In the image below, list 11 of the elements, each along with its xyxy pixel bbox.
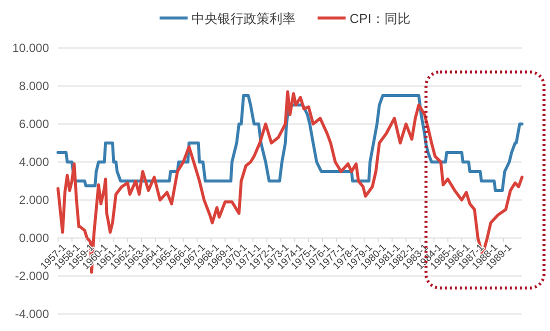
legend-label: 中央银行政策利率	[192, 11, 296, 26]
y-tick-label: -2.000	[14, 268, 50, 283]
line-series	[56, 94, 524, 192]
y-tick-label: -4.000	[14, 306, 50, 321]
y-tick-label: 10.000	[12, 40, 50, 55]
y-tick-label: 4.000	[18, 154, 50, 169]
y-tick-label: 8.000	[18, 78, 50, 93]
y-tick-label: 2.000	[18, 192, 50, 207]
y-tick-label: 0.000	[18, 230, 50, 245]
y-tick-label: 6.000	[18, 116, 50, 131]
legend-label: CPI：同比	[350, 11, 410, 26]
